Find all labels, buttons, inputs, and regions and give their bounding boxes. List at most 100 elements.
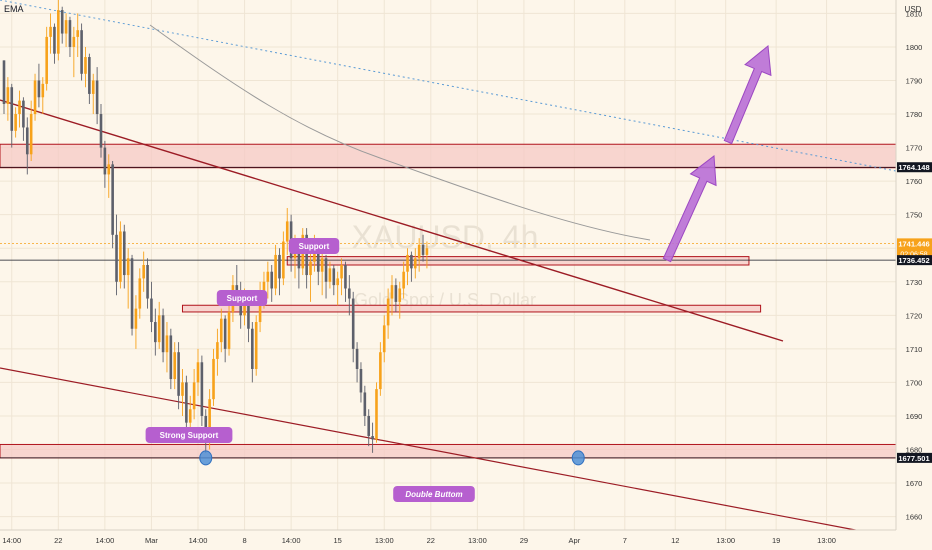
candle-body	[219, 318, 223, 343]
time-tick-label: 14:00	[2, 536, 21, 545]
candle	[57, 0, 60, 61]
candle-body	[177, 352, 180, 396]
time-tick-label: Mar	[145, 536, 158, 545]
candle-body	[111, 164, 114, 235]
candle	[196, 348, 200, 396]
candle-body	[165, 335, 169, 353]
candle-body	[188, 409, 192, 423]
candle-body	[421, 244, 425, 255]
ema-line	[149, 24, 651, 241]
price-tick-label: 1770	[906, 144, 923, 153]
candle	[91, 73, 95, 115]
candle-body	[328, 268, 332, 282]
candle	[169, 328, 173, 390]
candle	[348, 275, 351, 316]
candle	[340, 258, 343, 296]
candle-body	[379, 352, 382, 390]
candle	[165, 322, 169, 373]
time-axis[interactable]: 14:00 22 14:00 Mar 14:00 8 14:00 15 13:00 22 13:00…	[0, 529, 932, 550]
candle	[80, 23, 83, 81]
lower-channel-line	[0, 367, 867, 533]
candle	[68, 16, 72, 58]
candle	[111, 161, 114, 249]
time-tick-label: 8	[242, 536, 246, 545]
candle-body	[80, 30, 83, 74]
candle-body	[309, 261, 312, 276]
candle	[138, 268, 142, 319]
double-bottom-marker	[571, 450, 585, 466]
candle-body	[417, 244, 421, 259]
candle	[413, 248, 417, 279]
candle-body	[157, 315, 161, 343]
candle	[390, 275, 394, 316]
candle	[328, 261, 332, 289]
candle	[212, 348, 215, 406]
candle-body	[258, 291, 262, 323]
support-price-tag-text: 1736.452	[898, 256, 929, 265]
candle	[367, 409, 371, 447]
upward-arrow-far	[723, 45, 772, 145]
dotted-trendline	[0, 0, 897, 172]
price-tick-label: 1690	[906, 412, 923, 421]
candle-body	[103, 147, 107, 175]
candle-body	[150, 298, 153, 323]
time-tick-label: 12	[671, 536, 679, 545]
candle-body	[196, 362, 200, 383]
candle-body	[138, 278, 142, 309]
trend-lines	[0, 0, 897, 533]
candle	[64, 13, 68, 47]
candle-body	[282, 241, 285, 279]
time-tick-label: 14:00	[282, 536, 301, 545]
candle	[122, 224, 126, 289]
time-tick-label: 14:00	[95, 536, 114, 545]
candle	[375, 382, 378, 443]
candle-body	[402, 271, 405, 289]
candle	[25, 117, 29, 175]
candle-body	[406, 254, 409, 272]
candle-body	[200, 362, 204, 416]
candle	[142, 251, 145, 292]
indicator-label[interactable]: EMA	[4, 4, 24, 14]
candle	[107, 154, 111, 198]
candle	[33, 73, 37, 121]
price-axis[interactable]: USD 166016701680169017001710172017301740…	[895, 0, 932, 550]
candle-body	[41, 83, 45, 98]
candle-body	[84, 57, 87, 74]
support-zone-upper	[286, 256, 750, 266]
candle-body	[413, 258, 417, 269]
candle-body	[115, 234, 118, 282]
candle-body	[53, 26, 56, 54]
price-tick-label: 1720	[906, 311, 923, 320]
double-bottom-label-text: Double Buttom	[405, 490, 462, 499]
grid	[0, 0, 896, 530]
candle	[223, 315, 227, 363]
candle	[355, 342, 359, 383]
candle	[336, 271, 339, 306]
candle	[53, 23, 56, 64]
candle-body	[382, 325, 386, 353]
descending-trendline	[0, 99, 784, 342]
candle	[285, 207, 289, 255]
candle	[320, 248, 324, 296]
candle-body	[316, 244, 320, 272]
support-label-upper-text: Support	[299, 242, 330, 251]
candle-body	[122, 231, 126, 276]
price-tick-label: 1780	[906, 110, 923, 119]
time-tick-label: Apr	[569, 536, 581, 545]
candle-body	[297, 244, 301, 269]
candle-body	[14, 114, 17, 131]
candle-body	[425, 248, 429, 255]
candle-body	[37, 80, 41, 98]
candle-body	[247, 298, 250, 329]
candle	[72, 26, 76, 78]
candle-body	[45, 36, 48, 84]
time-tick-label: 7	[623, 536, 627, 545]
candle	[192, 368, 196, 420]
time-tick-label: 13:00	[375, 536, 394, 545]
resistance-price-tag-text: 1764.148	[898, 163, 929, 172]
candle-body	[68, 20, 72, 47]
candle	[185, 375, 188, 437]
candle-body	[161, 315, 165, 353]
candle	[324, 254, 328, 299]
